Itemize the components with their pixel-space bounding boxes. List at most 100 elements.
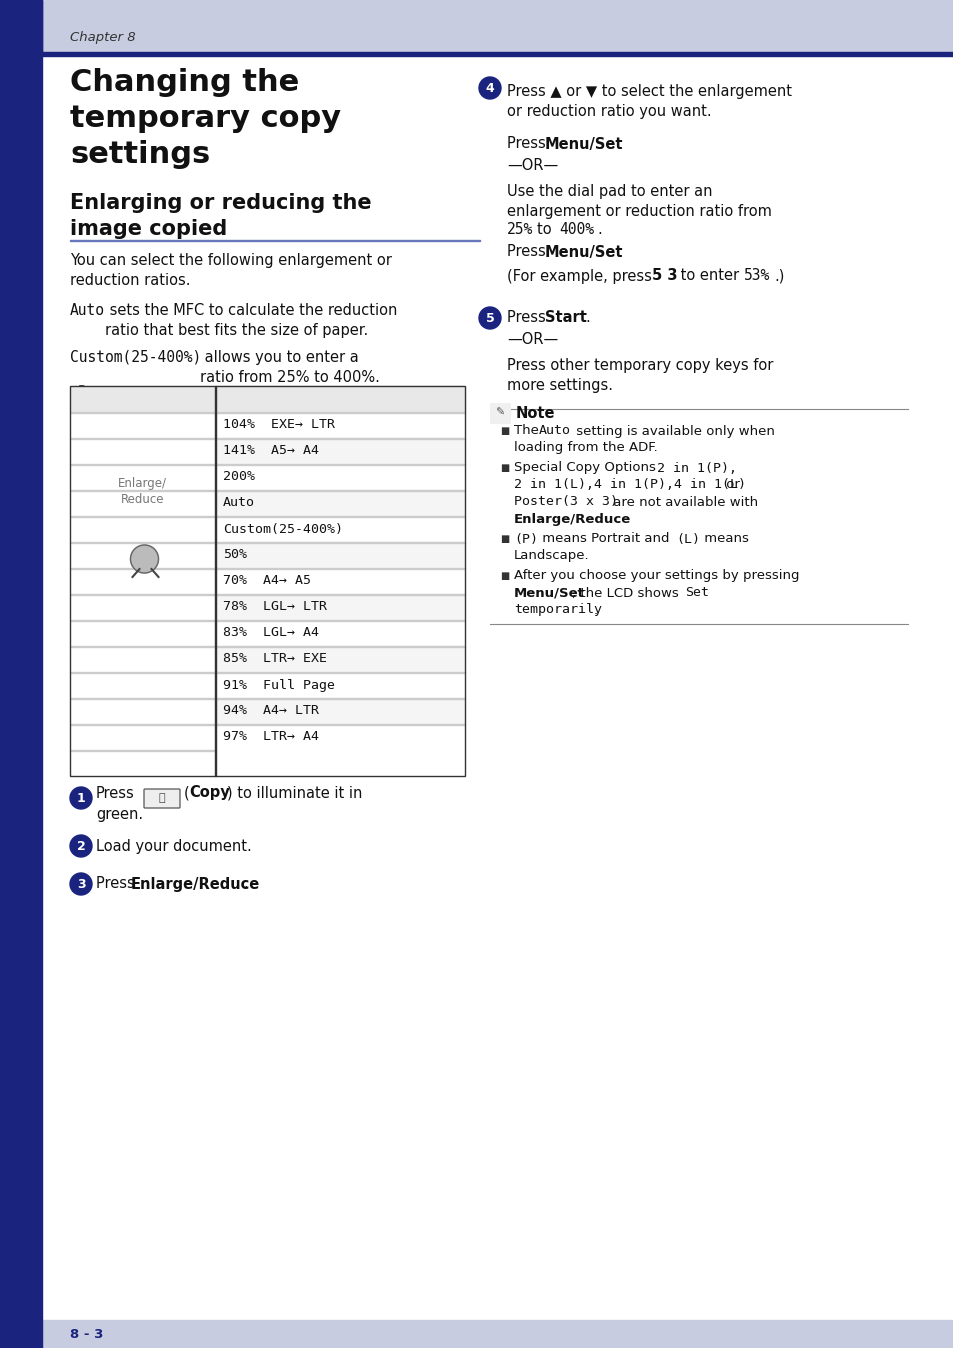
Text: to: to <box>537 222 556 237</box>
Text: .: . <box>243 876 248 891</box>
Text: Chapter 8: Chapter 8 <box>70 31 135 44</box>
Text: are not available with: are not available with <box>608 496 758 508</box>
Text: .: . <box>584 310 589 325</box>
Text: (L): (L) <box>676 532 700 546</box>
Circle shape <box>70 874 91 895</box>
Text: ■: ■ <box>499 572 509 581</box>
Text: 50%: 50% <box>223 549 247 562</box>
Text: —OR—: —OR— <box>506 333 558 348</box>
Text: .: . <box>594 604 598 616</box>
Text: 78%  LGL→ LTR: 78% LGL→ LTR <box>223 600 327 613</box>
Bar <box>0 1320 953 1348</box>
Text: .: . <box>609 136 614 151</box>
Text: ⎘: ⎘ <box>158 793 165 803</box>
Circle shape <box>131 545 158 573</box>
Text: allows you to enter a
ratio from 25% to 400%.: allows you to enter a ratio from 25% to … <box>200 350 379 384</box>
Text: 2 in 1(L),4 in 1(P),4 in 1(L): 2 in 1(L),4 in 1(P),4 in 1(L) <box>514 479 745 492</box>
Text: Custom(25-400%): Custom(25-400%) <box>223 523 343 535</box>
Text: 3: 3 <box>76 878 85 891</box>
Text: 4: 4 <box>485 81 494 94</box>
Text: Enlarge/
Reduce: Enlarge/ Reduce <box>118 477 167 506</box>
Text: Press other temporary copy keys for
more settings.: Press other temporary copy keys for more… <box>506 359 773 392</box>
Bar <box>0 0 42 53</box>
Bar <box>215 412 464 438</box>
Text: means: means <box>700 532 748 546</box>
Bar <box>70 240 479 241</box>
Text: temporarily: temporarily <box>514 604 601 616</box>
Bar <box>70 386 464 776</box>
Text: ) to illuminate it in: ) to illuminate it in <box>227 786 362 801</box>
Text: Menu/Set: Menu/Set <box>544 244 623 260</box>
Circle shape <box>478 307 500 329</box>
Text: Custom(25-400%): Custom(25-400%) <box>70 350 201 365</box>
Text: Load your document.: Load your document. <box>96 838 252 853</box>
Bar <box>215 620 464 646</box>
Text: 53%: 53% <box>743 268 769 283</box>
Text: 91%  Full Page: 91% Full Page <box>223 678 335 692</box>
Text: Menu/Set: Menu/Set <box>514 586 584 600</box>
Text: 104%  EXE→ LTR: 104% EXE→ LTR <box>223 418 335 431</box>
Text: Press: Press <box>506 136 550 151</box>
Text: Enlarge/Reduce: Enlarge/Reduce <box>514 512 631 526</box>
Text: means Portrait and: means Portrait and <box>537 532 673 546</box>
Text: Press: Press <box>506 310 550 325</box>
Text: 100%: 100% <box>223 392 254 406</box>
Text: .: . <box>609 244 614 260</box>
Text: 25%: 25% <box>506 222 533 237</box>
Bar <box>215 724 464 749</box>
Bar <box>70 386 464 412</box>
Bar <box>215 386 464 412</box>
Text: (For example, press: (For example, press <box>506 268 656 283</box>
Text: Press: Press <box>96 786 134 801</box>
Text: Press: Press <box>506 244 550 260</box>
Bar <box>215 491 464 516</box>
Text: 83%  LGL→ A4: 83% LGL→ A4 <box>223 627 318 639</box>
Text: 70%  A4→ A5: 70% A4→ A5 <box>223 574 311 588</box>
Text: 5: 5 <box>485 311 494 325</box>
Text: After you choose your settings by pressing: After you choose your settings by pressi… <box>514 569 799 582</box>
Bar <box>42 53 953 57</box>
Text: 2: 2 <box>76 840 85 852</box>
Bar <box>215 542 464 568</box>
Text: green.: green. <box>96 806 143 821</box>
Bar <box>215 673 464 698</box>
Bar <box>215 646 464 673</box>
Text: , the LCD shows: , the LCD shows <box>572 586 682 600</box>
Text: .: . <box>597 222 601 237</box>
Circle shape <box>70 834 91 857</box>
Text: Enlarging or reducing the
image copied: Enlarging or reducing the image copied <box>70 193 372 239</box>
Text: (P): (P) <box>514 532 537 546</box>
Text: ■: ■ <box>499 534 509 545</box>
Text: 5 3: 5 3 <box>651 268 677 283</box>
Text: Special Copy Options: Special Copy Options <box>514 461 659 474</box>
Bar <box>215 594 464 620</box>
Text: ■: ■ <box>499 426 509 435</box>
Text: ■: ■ <box>499 462 509 473</box>
Text: 1: 1 <box>76 791 85 805</box>
FancyBboxPatch shape <box>144 789 180 807</box>
Text: 2 in 1(P),: 2 in 1(P), <box>657 461 737 474</box>
Bar <box>70 412 214 776</box>
Text: You can select the following enlargement or
reduction ratios.: You can select the following enlargement… <box>70 253 392 288</box>
Text: 400%: 400% <box>558 222 594 237</box>
Bar <box>215 568 464 594</box>
Text: Auto: Auto <box>538 425 571 438</box>
Circle shape <box>70 787 91 809</box>
Bar <box>0 0 953 53</box>
Text: ✎: ✎ <box>495 408 504 418</box>
Text: Landscape.: Landscape. <box>514 550 589 562</box>
Text: Auto: Auto <box>223 496 254 510</box>
Text: Use the dial pad to enter an
enlargement or reduction ratio from: Use the dial pad to enter an enlargement… <box>506 183 776 218</box>
Text: 97%  LTR→ A4: 97% LTR→ A4 <box>223 731 318 744</box>
Text: 200%: 200% <box>223 470 254 484</box>
Text: (: ( <box>184 786 190 801</box>
Text: loading from the ADF.: loading from the ADF. <box>514 442 657 454</box>
Text: Menu/Set: Menu/Set <box>544 136 623 151</box>
Bar <box>215 698 464 724</box>
Text: .): .) <box>773 268 783 283</box>
Text: Copy: Copy <box>189 786 230 801</box>
Circle shape <box>478 77 500 98</box>
Text: Press ▲ or ▼ to select the enlargement
or reduction ratio you want.: Press ▲ or ▼ to select the enlargement o… <box>506 84 791 119</box>
Text: Press: Press <box>96 876 139 891</box>
Text: Poster(3 x 3): Poster(3 x 3) <box>514 496 618 508</box>
